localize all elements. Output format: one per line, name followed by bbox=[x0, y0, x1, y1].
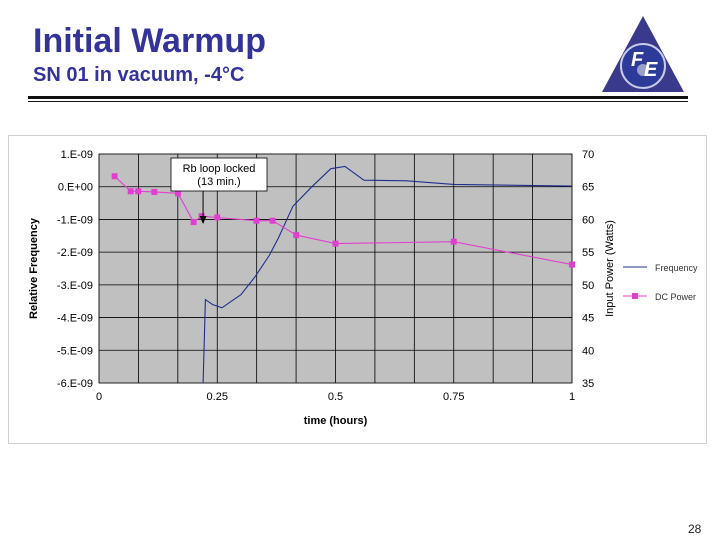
page-number: 28 bbox=[688, 522, 702, 536]
annotation-box bbox=[170, 157, 268, 192]
title-rule-thin bbox=[28, 101, 688, 102]
legend-label: DC Power bbox=[655, 292, 696, 302]
y-left-tick-label: -3.E-09 bbox=[57, 280, 93, 292]
series-point bbox=[253, 217, 260, 224]
series-point bbox=[214, 214, 221, 221]
legend-label: Frequency bbox=[655, 263, 698, 273]
y-right-axis-title: Input Power (Watts) bbox=[604, 220, 616, 317]
annotation-text: (13 min.) bbox=[197, 176, 240, 188]
series-point bbox=[293, 232, 300, 239]
chart-frame: 1.E-09 0.E+00 -1.E-09 -2.E-09 -3.E-09 -4.E-09… bbox=[8, 135, 707, 444]
series-point bbox=[190, 219, 197, 226]
series-point bbox=[332, 240, 339, 247]
legend-marker bbox=[632, 293, 638, 299]
y-left-tick-label: 0.E+00 bbox=[58, 182, 93, 194]
y-right-tick-label: 40 bbox=[582, 345, 594, 357]
logo-inner-circle bbox=[637, 64, 649, 76]
series-point bbox=[569, 261, 575, 268]
chart: 1.E-09 0.E+00 -1.E-09 -2.E-09 -3.E-09 -4.E-09… bbox=[28, 149, 698, 427]
title-rule-thick bbox=[28, 96, 688, 99]
y-right-tick-label: 60 bbox=[582, 214, 594, 226]
x-tick-label: 0.25 bbox=[207, 391, 228, 403]
x-axis-title: time (hours) bbox=[304, 415, 368, 427]
fe-logo: F E bbox=[602, 16, 684, 92]
series-point bbox=[151, 188, 158, 195]
series-point bbox=[135, 188, 142, 195]
x-tick-label: 0.5 bbox=[328, 391, 343, 403]
series-point bbox=[269, 217, 276, 224]
y-left-axis-title: Relative Frequency bbox=[28, 217, 40, 319]
y-left-tick-label: -6.E-09 bbox=[57, 378, 93, 390]
y-right-tick-label: 70 bbox=[582, 149, 594, 161]
y-left-tick-label: -4.E-09 bbox=[57, 313, 93, 325]
annotation-arrow-head bbox=[199, 216, 207, 224]
logo-letter-f: F bbox=[631, 49, 644, 71]
logo-letter-e: E bbox=[644, 59, 658, 81]
y-left-tick-label: -1.E-09 bbox=[57, 214, 93, 226]
y-left-tick-label: -2.E-09 bbox=[57, 247, 93, 259]
x-tick-label: 0.75 bbox=[443, 391, 464, 403]
y-right-tick-label: 50 bbox=[582, 280, 594, 292]
y-right-tick-label: 45 bbox=[582, 313, 594, 325]
y-left-tick-label: 1.E-09 bbox=[61, 149, 93, 161]
slide-title: Initial Warmup bbox=[33, 22, 266, 60]
series-point bbox=[111, 173, 118, 180]
y-right-tick-label: 55 bbox=[582, 247, 594, 259]
slide-subtitle: SN 01 in vacuum, -4°C bbox=[33, 64, 245, 86]
y-right-tick-label: 65 bbox=[582, 182, 594, 194]
series-line-0 bbox=[202, 165, 573, 384]
series-point bbox=[174, 190, 181, 197]
x-tick-label: 1 bbox=[569, 391, 575, 403]
annotation-text: Rb loop locked bbox=[183, 163, 256, 175]
y-left-tick-label: -5.E-09 bbox=[57, 345, 93, 357]
series-point bbox=[450, 238, 457, 245]
x-tick-label: 0 bbox=[96, 391, 102, 403]
y-right-tick-label: 35 bbox=[582, 378, 594, 390]
series-point bbox=[127, 188, 134, 195]
